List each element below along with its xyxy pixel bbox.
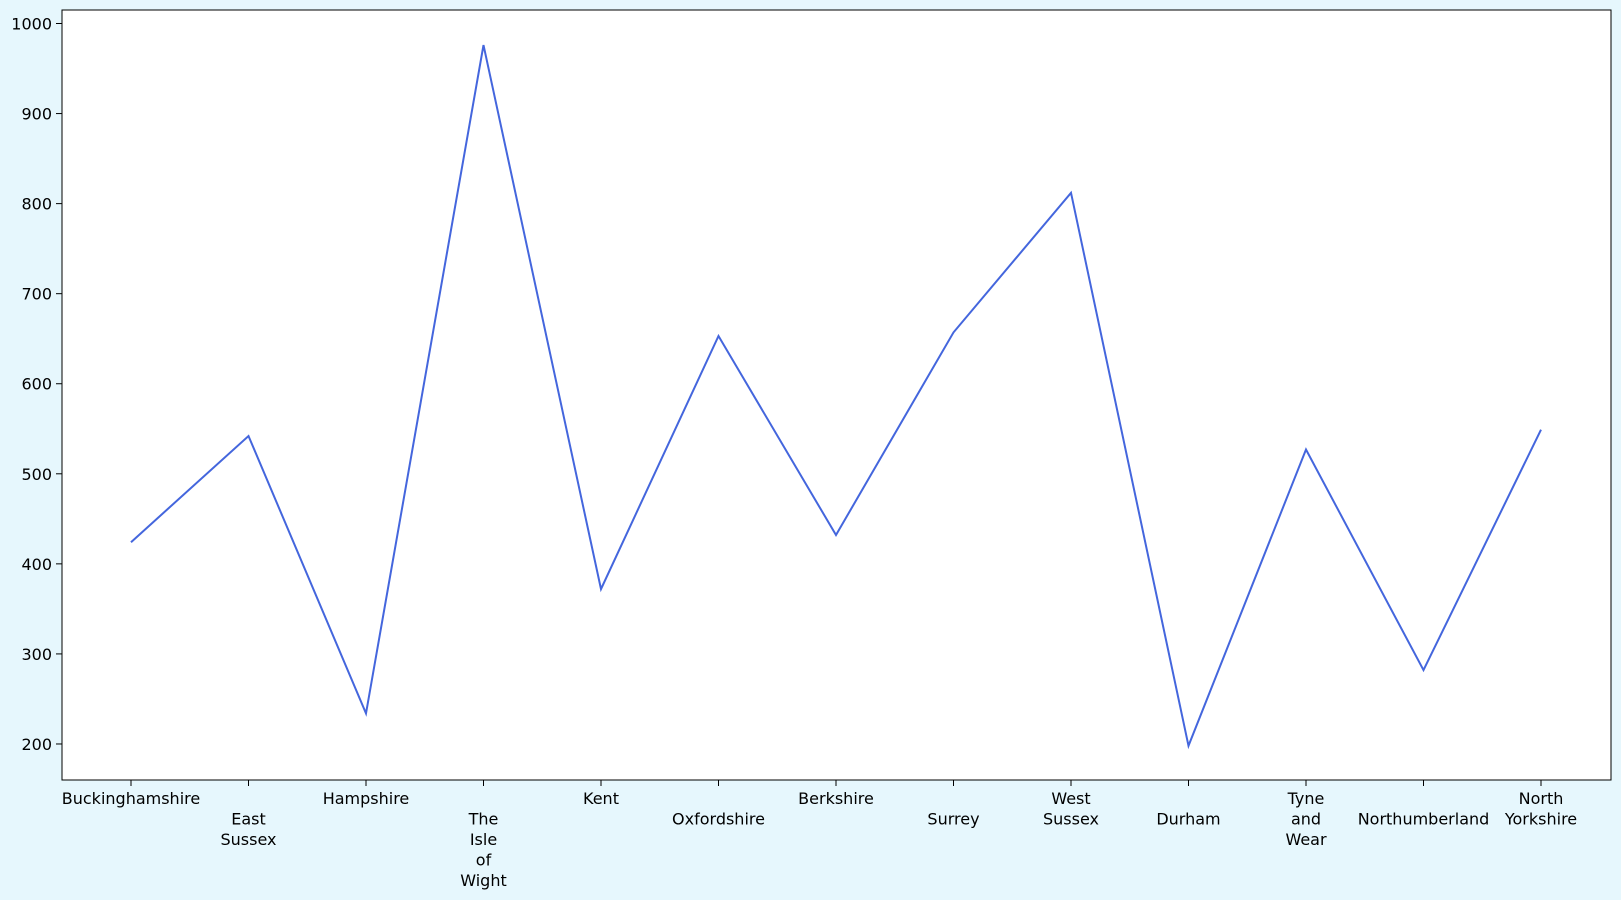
series-line	[130, 44, 1542, 750]
x-tick-label-line	[716, 789, 721, 808]
x-tick-label-line: Yorkshire	[1504, 810, 1577, 829]
x-tick-label-line: Durham	[1156, 810, 1220, 829]
plot-area	[62, 10, 1611, 780]
x-tick-label-line: Sussex	[221, 830, 277, 849]
y-tick-label: 800	[21, 195, 52, 214]
x-tick-label: Buckinghamshire	[62, 789, 200, 808]
x-tick-label: East Sussex	[221, 789, 277, 849]
x-tick-label-line: Surrey	[927, 810, 979, 829]
x-tick-label: Hampshire	[323, 789, 410, 808]
x-tick-label-line: Northumberland	[1358, 810, 1490, 829]
x-tick-label: Kent	[583, 789, 619, 808]
y-tick-label: 400	[21, 555, 52, 574]
y-tick-label: 1000	[11, 15, 52, 34]
x-tick-label-line: and	[1291, 810, 1321, 829]
x-tick-label-line	[1421, 789, 1426, 808]
x-tick-label-line: Sussex	[1043, 810, 1099, 829]
plot-frame	[61, 9, 1612, 781]
x-tick-label-line	[246, 789, 251, 808]
y-tick-label: 600	[21, 375, 52, 394]
x-tick-label-line: Berkshire	[798, 789, 874, 808]
y-tick-label: 900	[21, 105, 52, 124]
x-tick-label: West Sussex	[1043, 789, 1099, 829]
x-tick-label: The Isle of Wight	[460, 789, 506, 890]
x-tick-label: Northumberland	[1358, 789, 1490, 829]
x-tick-label: North Yorkshire	[1504, 789, 1577, 829]
series-layer	[130, 44, 1542, 750]
x-tick-label-line	[1186, 789, 1191, 808]
x-tick-label-line: Tyne	[1287, 789, 1325, 808]
x-tick-label-line: West	[1051, 789, 1090, 808]
x-tick-label-line: Wight	[460, 871, 506, 890]
x-tick-label: Berkshire	[798, 789, 874, 808]
x-tick-label-line: East	[231, 810, 266, 829]
y-tick-label: 200	[21, 735, 52, 754]
x-tick-label: Surrey	[927, 789, 979, 829]
x-tick-label-line: of	[476, 851, 492, 870]
x-tick-label-line: Kent	[583, 789, 619, 808]
y-tick-label: 500	[21, 465, 52, 484]
x-tick-label: Durham	[1156, 789, 1220, 829]
x-tick-label-line: The	[468, 810, 499, 829]
x-tick-label-line: Isle	[470, 830, 497, 849]
x-tick-label-line	[481, 789, 486, 808]
y-tick-label: 700	[21, 285, 52, 304]
x-tick-label: Oxfordshire	[672, 789, 765, 829]
x-tick-label: Tyne and Wear	[1285, 789, 1327, 849]
x-tick-label-line: Buckinghamshire	[62, 789, 200, 808]
x-tick-label-line: Hampshire	[323, 789, 410, 808]
y-axis: 200 300 400 500 600 700 800 900 1000	[11, 15, 62, 754]
x-tick-label-line: Oxfordshire	[672, 810, 765, 829]
x-tick-label-line	[951, 789, 956, 808]
x-tick-label-line: North	[1519, 789, 1564, 808]
x-tick-label-line: Wear	[1285, 830, 1327, 849]
y-tick-label: 300	[21, 645, 52, 664]
